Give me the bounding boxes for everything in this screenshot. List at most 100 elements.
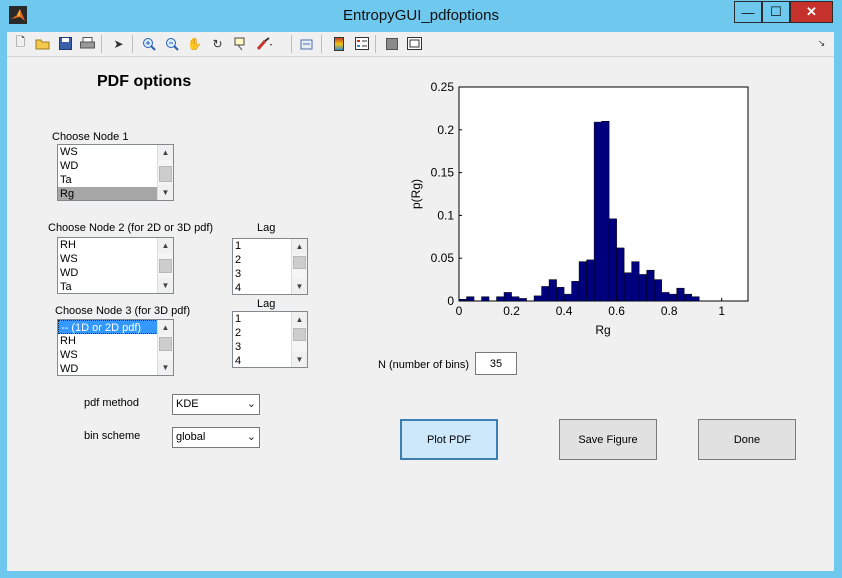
list-item[interactable]: 4 (235, 355, 242, 367)
pointer-icon[interactable]: ➤ (113, 36, 124, 51)
scroll-up-icon[interactable]: ▲ (158, 238, 173, 253)
scroll-up-icon[interactable]: ▲ (158, 320, 173, 335)
scroll-down-icon[interactable]: ▼ (158, 185, 173, 200)
scroll-thumb[interactable] (159, 259, 172, 273)
histogram-bar (683, 293, 692, 302)
histogram-bar (691, 296, 700, 302)
bin-scheme-select[interactable]: global ⌄ (172, 427, 260, 448)
node3-listbox[interactable]: -- (1D or 2D pdf) RH WS WD ▲ ▼ (57, 319, 174, 376)
pan-icon[interactable]: ✋ (187, 36, 202, 51)
toolbar-separator (101, 35, 102, 53)
toolbar-separator (375, 35, 376, 53)
maximize-icon: ☐ (770, 4, 782, 19)
node1-scrollbar[interactable]: ▲ ▼ (157, 145, 173, 200)
rotate-icon[interactable]: ↻ (212, 36, 223, 51)
list-item[interactable]: Ta (60, 174, 72, 186)
node1-listbox[interactable]: WS WD Ta Rg ▲ ▼ (57, 144, 174, 201)
scroll-up-icon[interactable]: ▲ (292, 312, 307, 327)
scroll-down-icon[interactable]: ▼ (158, 278, 173, 293)
y-tick-label: 0.15 (431, 166, 455, 180)
legend-icon[interactable] (353, 35, 370, 52)
scroll-up-icon[interactable]: ▲ (292, 239, 307, 254)
histogram-bar (608, 218, 617, 302)
scroll-thumb[interactable] (159, 337, 172, 351)
pdf-histogram-chart: 0 0.2 0.4 0.6 0.8 1 0 0.05 0.1 0.15 0.2 0.25 Rg p(R… (409, 80, 749, 337)
y-tick-label: 0.05 (431, 251, 455, 265)
lag2-scrollbar[interactable]: ▲ ▼ (291, 312, 307, 367)
new-icon[interactable]: 🗋 (15, 35, 26, 49)
y-axis-label: p(Rg) (409, 179, 423, 209)
list-item-selected[interactable]: -- (1D or 2D pdf) (58, 320, 172, 334)
pdf-method-select[interactable]: KDE ⌄ (172, 394, 260, 415)
print-icon[interactable] (79, 35, 96, 52)
histogram-bar (593, 121, 602, 302)
save-icon[interactable] (57, 35, 74, 52)
histogram-bar (631, 261, 640, 302)
histogram-bar (481, 296, 490, 302)
colorbar-icon[interactable] (330, 35, 347, 52)
brush-icon[interactable] (255, 35, 272, 52)
node1-label: Choose Node 1 (52, 131, 129, 143)
histogram-bar (548, 279, 557, 302)
list-item[interactable]: 2 (235, 254, 242, 266)
toolbar-separator (291, 35, 292, 53)
node2-listbox[interactable]: RH WS WD Ta ▲ ▼ (57, 237, 174, 294)
list-item[interactable]: WS (60, 253, 78, 265)
scroll-up-icon[interactable]: ▲ (158, 145, 173, 160)
histogram-bar (563, 293, 572, 302)
save-figure-button[interactable]: Save Figure (559, 419, 657, 460)
list-item-selected[interactable]: Rg (58, 187, 173, 200)
scroll-down-icon[interactable]: ▼ (158, 360, 173, 375)
list-item[interactable]: 1 (235, 313, 242, 325)
node3-scrollbar[interactable]: ▲ ▼ (157, 320, 173, 375)
zoom-out-icon[interactable] (163, 35, 180, 52)
histogram-bar (556, 287, 565, 302)
plot-pdf-button[interactable]: Plot PDF (400, 419, 498, 460)
scroll-thumb[interactable] (293, 256, 306, 269)
list-item[interactable]: RH (60, 335, 76, 347)
list-item[interactable]: 3 (235, 341, 242, 353)
histogram-bar (616, 247, 625, 302)
histogram-bar (668, 293, 677, 302)
list-item[interactable]: Ta (60, 281, 72, 293)
histogram-bar (466, 296, 475, 302)
list-item[interactable]: 2 (235, 327, 242, 339)
open-icon[interactable] (34, 35, 51, 52)
pdf-options-panel: PDF options Choose Node 1 WS WD Ta Rg ▲ … (7, 57, 834, 571)
histogram-bars (458, 120, 700, 302)
lag2-listbox[interactable]: 1 2 3 4 ▲ ▼ (232, 311, 308, 368)
lag1-scrollbar[interactable]: ▲ ▼ (291, 239, 307, 294)
axis-ticks: 0 0.2 0.4 0.6 0.8 1 0 0.05 0.1 0.15 0.2 0.25 (431, 80, 726, 318)
list-item[interactable]: 4 (235, 282, 242, 294)
list-item[interactable]: WD (60, 160, 79, 172)
minimize-button[interactable]: — (734, 1, 762, 23)
minimize-icon: — (741, 4, 755, 20)
data-cursor-icon[interactable] (232, 35, 249, 52)
link-icon[interactable] (299, 35, 316, 52)
hide-plot-tools-icon[interactable] (383, 35, 400, 52)
scroll-thumb[interactable] (159, 166, 172, 182)
nbins-input[interactable]: 35 (475, 352, 517, 375)
histogram-bar (638, 274, 647, 302)
list-item[interactable]: 1 (235, 240, 242, 252)
list-item[interactable]: WD (60, 267, 79, 279)
list-item[interactable]: 3 (235, 268, 242, 280)
show-plot-tools-icon[interactable] (406, 35, 423, 52)
maximize-button[interactable]: ☐ (762, 1, 790, 23)
list-item[interactable]: WD (60, 363, 79, 375)
close-button[interactable]: ✕ (790, 1, 833, 23)
lag1-listbox[interactable]: 1 2 3 4 ▲ ▼ (232, 238, 308, 295)
y-tick-label: 0.1 (437, 208, 454, 222)
scroll-thumb[interactable] (293, 328, 306, 341)
dock-icon[interactable]: ↘ (817, 38, 826, 48)
histogram-bar (503, 292, 512, 302)
done-button[interactable]: Done (698, 419, 796, 460)
scroll-down-icon[interactable]: ▼ (292, 279, 307, 294)
node2-scrollbar[interactable]: ▲ ▼ (157, 238, 173, 293)
title-bar: EntropyGUI_pdfoptions — ☐ ✕ (0, 0, 842, 32)
list-item[interactable]: WS (60, 349, 78, 361)
scroll-down-icon[interactable]: ▼ (292, 352, 307, 367)
list-item[interactable]: RH (60, 239, 76, 251)
list-item[interactable]: WS (60, 146, 78, 158)
zoom-in-icon[interactable] (140, 35, 157, 52)
